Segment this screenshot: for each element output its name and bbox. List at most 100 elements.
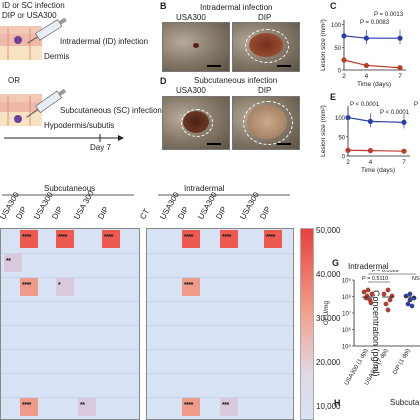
data-point [381, 291, 387, 297]
data-point [369, 291, 375, 297]
skin-layer-id-illustration [0, 26, 42, 60]
x-tick-label: 2 [346, 159, 350, 166]
photo-sc-usa300 [162, 96, 230, 150]
cfu-scatter-chart: 10⁹ 10⁸ 10⁷ 10⁶ 10⁵ CFU/mg P = 0.0069 P = 0.511… [323, 270, 420, 387]
colorbar-tick-label: 50,000 [316, 226, 341, 235]
heatmap-cell [4, 254, 22, 272]
panelB-right-label: DIP [258, 13, 272, 22]
p-value: P [414, 102, 418, 108]
y-tick-label: 0 [338, 69, 342, 75]
group-brackets [2, 194, 290, 196]
panelA-day-label: Day 7 [90, 143, 111, 152]
panelG-title: Intradermal [348, 262, 389, 271]
panelA-top-text-1: ID or SC infection [2, 1, 65, 10]
heatmap-row-divider [147, 277, 293, 278]
data-point [345, 114, 351, 121]
panelA-top-text-2: DIP or USA300 [2, 11, 57, 20]
heatmap-row-divider [147, 397, 293, 398]
heatmap-row-divider [1, 373, 139, 374]
data-point [405, 301, 411, 307]
y-tick-label: 50 [338, 135, 345, 141]
skin-layer-sc-illustration [0, 94, 42, 126]
panelH-title: Subcuta [390, 398, 420, 407]
data-point [389, 293, 395, 299]
heatmap-row-divider [147, 253, 293, 254]
heatmap-cell [264, 230, 282, 248]
photo-sc-dip [232, 96, 300, 150]
data-point [409, 303, 415, 309]
photo-id-dip [232, 22, 300, 72]
significance-stars: * [58, 282, 61, 289]
syringe-icon [27, 18, 67, 44]
data-point [401, 119, 407, 125]
data-point [411, 295, 417, 301]
photo-id-usa300 [162, 22, 230, 72]
p-value: P = 0.0013 [374, 12, 404, 18]
data-point [407, 297, 413, 303]
ns-label: NS [412, 276, 420, 282]
y-axis-label: CFU/mg [323, 301, 330, 326]
data-point [367, 148, 373, 154]
panelA-sc-label: Subcutaneous (SC) infection [60, 106, 162, 115]
heatmap-column-header: DIP [50, 204, 65, 221]
heatmap-cell [182, 278, 200, 296]
colorbar [300, 228, 314, 420]
heatmap-cell [182, 230, 200, 248]
significance-stars: *** [222, 402, 229, 409]
lesion-chart-sc: 0 50 100 2 4 7 Lesion size (mm²) Time (days) P <… [320, 102, 418, 174]
x-axis-label: Time (days) [357, 81, 391, 88]
data-point [364, 293, 370, 299]
panelB-title: Intradermal infection [200, 3, 273, 12]
panelD-title: Subcutaneous infection [194, 76, 278, 85]
heatmap-block-subcutaneous [0, 228, 140, 420]
p-value: P = 0.5110 [362, 276, 388, 282]
data-point [365, 287, 371, 293]
data-point [403, 293, 409, 299]
series-line [343, 35, 400, 39]
y-tick-label: 10⁷ [342, 311, 351, 318]
syringe-icon [26, 88, 67, 118]
panelA-id-label: Intradermal (ID) infection [60, 37, 149, 46]
heatmap-column-header: DIP [214, 204, 229, 221]
group-label-subcutaneous: Subcutaneous [44, 184, 96, 193]
data-point [387, 297, 393, 303]
x-tick-label: 7 [398, 73, 402, 80]
panelA-hypo-label: Hypodermis/subutis [44, 121, 115, 130]
panelD-left-label: USA300 [176, 86, 206, 95]
heatmap-cell [182, 398, 200, 416]
panelB-letter: B [160, 1, 167, 11]
y-tick-label: 10⁸ [342, 294, 352, 301]
y-tick-label: 10⁵ [342, 344, 352, 351]
significance-stars: **** [58, 234, 67, 241]
colorbar-tick-label: 20,000 [316, 358, 341, 367]
panelB-left-label: USA300 [176, 13, 206, 22]
heatmap-column-header: DIP [14, 204, 29, 221]
cytokine-heatmap: **** **** **** ** **** * **** **** **** **** **** *… [0, 228, 294, 420]
colorbar-tick-label: 40,000 [316, 270, 341, 279]
colorbar-tick-label: 30,000 [316, 314, 341, 323]
data-point [363, 62, 369, 69]
y-tick-label: 100 [335, 116, 346, 122]
data-point [401, 148, 407, 154]
data-point [363, 35, 369, 41]
significance-stars: **** [22, 402, 31, 409]
data-point [407, 291, 413, 297]
significance-stars: ** [6, 258, 11, 265]
heatmap-block-intradermal [146, 228, 294, 420]
heatmap-column-header: DIP [176, 204, 191, 221]
data-point [345, 147, 351, 153]
heatmap-cell [20, 278, 38, 296]
p-value: P < 0.0001 [350, 102, 380, 108]
series-line [347, 116, 405, 123]
colorbar-tick-label: 10,000 [316, 402, 341, 411]
heatmap-row-divider [1, 301, 139, 302]
heatmap-cell [220, 230, 238, 248]
heatmap-row-divider [147, 373, 293, 374]
significance-stars: **** [222, 234, 231, 241]
heatmap-row-divider [1, 325, 139, 326]
heatmap-cell [56, 230, 74, 248]
heatmap-row-divider [1, 397, 139, 398]
group-label-intradermal: Intradermal [184, 184, 225, 193]
y-tick-label: 10⁹ [342, 278, 352, 285]
heatmap-cell [20, 230, 38, 248]
